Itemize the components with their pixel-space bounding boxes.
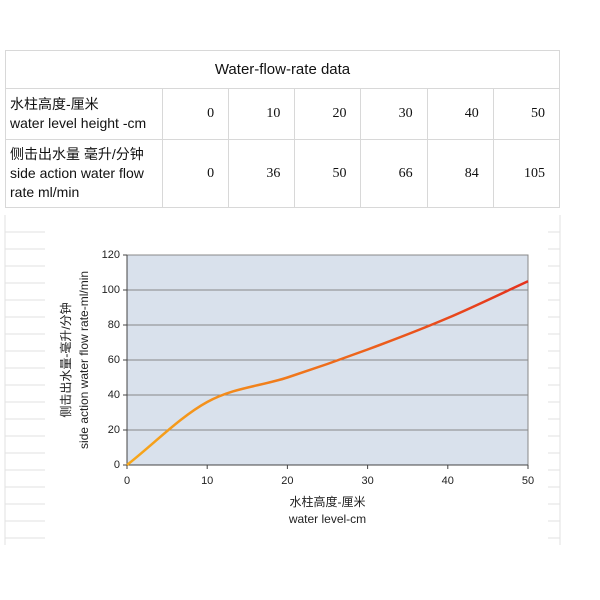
chart: 0 20 40 60 80 100 120 0 10 20 30 40 50 水柱高度-厘米 water l… [45, 220, 548, 545]
table-row: 侧击出水量 毫升/分钟 side action water flow rate ml… [5, 139, 561, 208]
x-tick-label: 40 [442, 475, 454, 487]
cell: 36 [228, 139, 296, 208]
label-line: side action water flow [10, 165, 144, 181]
x-tick-label: 30 [361, 475, 373, 487]
row-label: 侧击出水量 毫升/分钟 side action water flow rate ml… [5, 139, 163, 208]
cell: 50 [294, 139, 362, 208]
cell: 20 [294, 88, 362, 140]
label-line: rate ml/min [10, 184, 80, 200]
cell: 105 [492, 139, 561, 208]
x-axis-label: water level-cm [288, 512, 366, 526]
cell: 0 [161, 139, 230, 208]
row-label: 水柱高度-厘米 water level height -cm [5, 88, 163, 140]
data-line [126, 280, 529, 466]
cell: 50 [492, 88, 561, 140]
y-tick-label: 60 [108, 354, 120, 366]
y-tick-label: 100 [102, 284, 120, 296]
cell: 0 [161, 88, 230, 140]
table-title: Water-flow-rate data [5, 50, 560, 89]
y-tick-label: 0 [114, 459, 120, 471]
y-tick-label: 20 [108, 424, 120, 436]
label-line: 水柱高度-厘米 [10, 96, 99, 112]
label-line: water level height -cm [10, 115, 147, 131]
y-tick-label: 120 [102, 249, 120, 261]
x-tick-label: 10 [201, 475, 213, 487]
x-tick-label: 0 [124, 475, 130, 487]
cell: 84 [426, 139, 494, 208]
cell: 30 [360, 88, 428, 140]
x-tick-label: 50 [522, 475, 534, 487]
y-axis-label: 侧击出水量-毫升/分钟 [58, 302, 73, 417]
table-row: 水柱高度-厘米 water level height -cm 0 10 20 30 40 50 [5, 88, 561, 140]
label-line: 侧击出水量 毫升/分钟 [10, 146, 144, 162]
x-axis-label: 水柱高度-厘米 [290, 494, 366, 509]
x-tick-label: 20 [281, 475, 293, 487]
y-tick-label: 80 [108, 319, 120, 331]
cell: 40 [426, 88, 494, 140]
y-tick-label: 40 [108, 389, 120, 401]
y-axis-label: side action water flow rate-ml/min [77, 271, 91, 449]
cell: 10 [228, 88, 296, 140]
cell: 66 [360, 139, 428, 208]
data-table: Water-flow-rate data 水柱高度-厘米 water level … [5, 50, 561, 208]
